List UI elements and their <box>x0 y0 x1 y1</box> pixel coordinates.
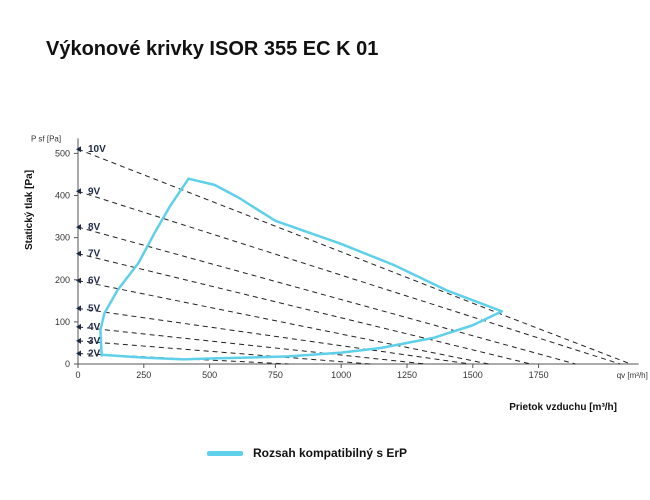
curve-label-6v: 6V <box>88 276 101 287</box>
erp-range-outline <box>99 177 504 361</box>
voltage-curve-7v <box>77 253 531 365</box>
curve-arrow-icon <box>76 250 81 257</box>
y-tick-label: 300 <box>55 233 70 243</box>
curve-arrow-icon <box>76 323 81 330</box>
y-tick-label: 400 <box>55 191 70 201</box>
y-tick-label: 0 <box>65 359 70 369</box>
y-axis-title: Statický tlak [Pa] <box>24 170 35 250</box>
y-unit-label: P sf [Pa] <box>31 134 61 143</box>
curve-arrow-icon <box>76 337 81 344</box>
voltage-curve-9v <box>77 190 621 365</box>
erp-range-layer <box>99 177 504 361</box>
curve-label-8v: 8V <box>88 222 101 233</box>
y-tick-label: 200 <box>55 275 70 285</box>
curve-label-3v: 3V <box>88 336 101 347</box>
voltage-curve-3v <box>77 340 371 365</box>
x-tick-label: 0 <box>75 370 80 380</box>
curve-arrow-icon <box>76 277 81 284</box>
axes: 0 250 500 750 1000 1250 1500 1750 0 100 200 300 400 5… <box>24 134 648 413</box>
curve-arrow-icon <box>76 146 81 153</box>
curve-label-5v: 5V <box>88 303 101 314</box>
x-tick-label: 1500 <box>463 370 483 380</box>
x-tick-label: 250 <box>136 370 151 380</box>
curve-label-2v: 2V <box>88 348 101 359</box>
x-tick-label: 1000 <box>331 370 351 380</box>
voltage-curve-8v <box>77 226 576 365</box>
legend-swatch <box>207 450 243 456</box>
x-axis-title: Prietok vzduchu [m³/h] <box>509 402 617 413</box>
curve-arrow-icon <box>76 350 81 357</box>
legend: Rozsah kompatibilný s ErP <box>207 446 407 460</box>
x-tick-label: 1250 <box>397 370 417 380</box>
chart-title: Výkonové krivky ISOR 355 EC K 01 <box>46 38 379 60</box>
curve-label-10v: 10V <box>88 144 106 155</box>
curve-arrow-icon <box>76 188 81 195</box>
curve-arrow-icon <box>76 305 81 312</box>
x-unit-label: qv [m³/h] <box>617 371 648 380</box>
curve-arrow-icon <box>76 224 81 231</box>
voltage-curves <box>77 148 631 365</box>
x-tick-label: 750 <box>268 370 283 380</box>
voltage-curve-2v <box>77 352 289 365</box>
curve-label-7v: 7V <box>88 249 101 260</box>
legend-label: Rozsah kompatibilný s ErP <box>253 446 408 460</box>
voltage-curve-4v <box>77 326 426 365</box>
curve-label-4v: 4V <box>88 322 101 333</box>
y-tick-label: 500 <box>55 148 70 158</box>
x-tick-label: 500 <box>202 370 217 380</box>
x-tick-label: 1750 <box>529 370 549 380</box>
voltage-curve-10v <box>77 148 631 365</box>
voltage-curve-5v <box>77 307 471 365</box>
y-tick-label: 100 <box>55 317 70 327</box>
curve-label-9v: 9V <box>88 186 101 197</box>
voltage-curve-6v <box>77 280 489 365</box>
